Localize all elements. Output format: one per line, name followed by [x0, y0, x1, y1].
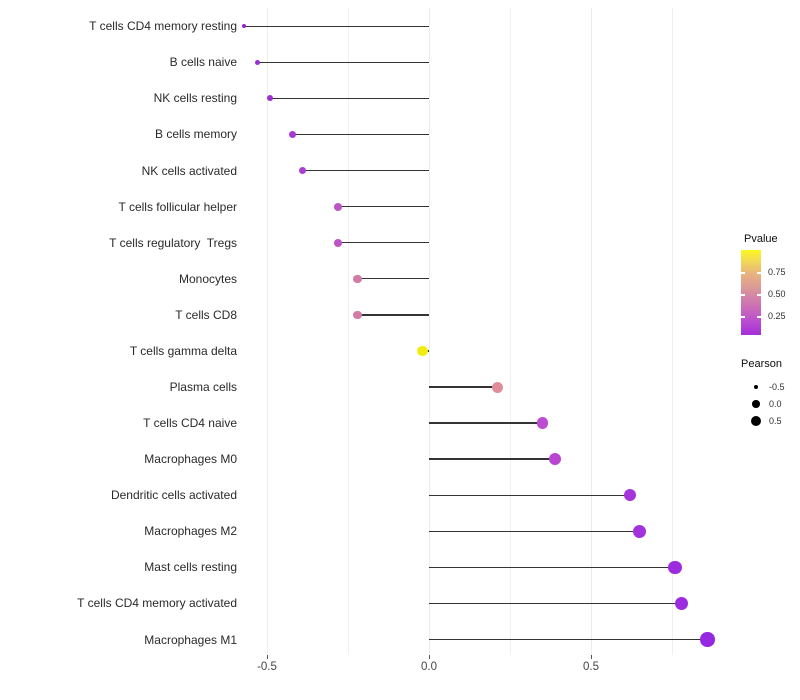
lollipop-stem — [338, 241, 429, 244]
lollipop-dot — [536, 417, 549, 429]
pvalue-colorbar-tickmark — [741, 316, 745, 318]
y-axis-label: Mast cells resting — [144, 560, 237, 575]
lollipop-stem — [357, 314, 429, 316]
pearson-legend-label: -0.5 — [769, 382, 785, 392]
pearson-legend-label: 0.0 — [769, 399, 782, 409]
lollipop-dot — [353, 310, 362, 320]
lollipop-dot — [242, 24, 247, 29]
y-axis-label: T cells follicular helper — [118, 199, 238, 214]
x-axis-tick-label: -0.5 — [257, 661, 277, 673]
y-axis-label: Macrophages M0 — [144, 452, 237, 467]
x-axis-tick — [590, 655, 592, 659]
lollipop-dot — [334, 202, 343, 211]
lollipop-stem — [338, 205, 429, 208]
lollipop-stem — [257, 61, 429, 63]
y-axis-label: Macrophages M1 — [144, 632, 237, 647]
lollipop-stem — [302, 169, 429, 172]
gridline-x--0.25 — [347, 8, 349, 655]
lollipop-dot — [417, 345, 428, 357]
lollipop-stem — [292, 133, 429, 136]
lollipop-dot — [267, 95, 274, 102]
lollipop-stem — [429, 458, 556, 460]
y-axis-label: T cells regulatory Tregs — [109, 235, 237, 250]
lollipop-dot — [623, 488, 637, 502]
lollipop-dot — [549, 453, 562, 466]
y-axis-label: T cells CD4 memory activated — [77, 596, 237, 611]
y-axis-label: T cells gamma delta — [129, 343, 237, 358]
pearson-legend-label: 0.5 — [769, 416, 782, 426]
lollipop-dot — [491, 381, 503, 393]
y-axis-label: B cells naive — [169, 55, 237, 70]
y-axis-label: T cells CD4 memory resting — [89, 19, 237, 34]
lollipop-stem — [429, 602, 682, 605]
lollipop-dot — [674, 596, 689, 611]
pearson-legend-dot — [751, 416, 761, 426]
pvalue-colorbar-tickmark — [741, 272, 745, 274]
lollipop-stem — [270, 97, 429, 100]
pvalue-colorbar-tickmark — [757, 272, 761, 274]
gridline-x-0.5 — [590, 8, 592, 655]
lollipop-dot — [353, 274, 362, 283]
pvalue-colorbar-tickmark — [757, 316, 761, 318]
pvalue-colorbar-tick-label: 0.75 — [768, 267, 786, 277]
y-axis-label: Plasma cells — [169, 380, 237, 394]
y-axis-label: Dendritic cells activated — [110, 488, 237, 503]
y-axis-label: NK cells resting — [153, 91, 237, 106]
x-axis-tick-label: 0.5 — [583, 661, 599, 673]
y-axis-label: Macrophages M2 — [144, 524, 237, 539]
gridline-x-0.75 — [671, 8, 673, 655]
y-axis-label: NK cells activated — [141, 163, 237, 178]
lollipop-dot — [334, 238, 343, 247]
lollipop-stem — [429, 566, 676, 569]
lollipop-stem — [244, 25, 429, 27]
gridline-x--0.5 — [266, 8, 268, 655]
lollipop-dot — [668, 560, 682, 575]
gridline-x-0 — [428, 8, 430, 655]
gridline-x-0.25 — [509, 8, 511, 655]
pvalue-colorbar-tickmark — [757, 294, 761, 296]
lollipop-stem — [429, 638, 708, 641]
pvalue-colorbar-tick-label: 0.50 — [768, 289, 786, 299]
lollipop-stem — [429, 530, 640, 532]
y-axis-label: T cells CD8 — [175, 307, 237, 322]
lollipop-stem — [429, 422, 543, 424]
lollipop-stem — [429, 386, 498, 388]
lollipop-dot — [700, 632, 715, 647]
y-axis-label: B cells memory — [154, 127, 237, 142]
x-axis-tick-label: 0.0 — [421, 661, 437, 673]
y-axis-label: T cells CD4 naive — [143, 416, 237, 431]
pvalue-legend-title: Pvalue — [744, 233, 778, 245]
lollipop-dot — [289, 130, 297, 138]
pearson-legend-dot — [754, 385, 758, 389]
lollipop-dot — [633, 524, 647, 538]
y-axis-label: Monocytes — [178, 271, 237, 286]
x-axis-tick — [266, 655, 268, 659]
pearson-legend-dot — [752, 400, 760, 408]
pearson-legend-title: Pearson — [741, 358, 782, 370]
lollipop-stem — [357, 278, 429, 280]
pvalue-colorbar-tickmark — [741, 294, 745, 296]
lollipop-dot — [298, 166, 307, 175]
lollipop-stem — [429, 494, 630, 496]
x-axis-tick — [428, 655, 430, 659]
pvalue-colorbar — [741, 250, 761, 335]
pvalue-colorbar-tick-label: 0.25 — [768, 311, 786, 321]
lollipop-dot — [254, 59, 260, 65]
